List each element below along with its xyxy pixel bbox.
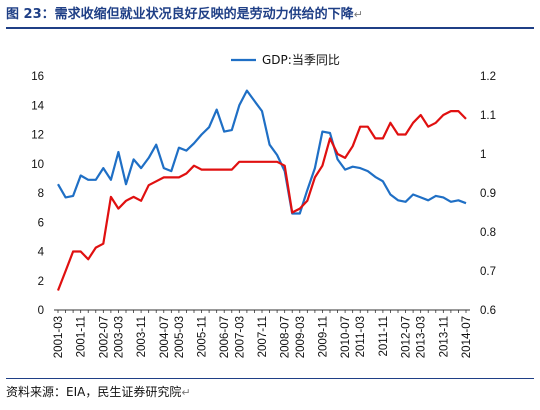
x-axis-tick-label: 2010-07 <box>340 316 352 358</box>
x-axis-tick-label: 2013-11 <box>438 316 450 357</box>
x-axis-tick-label: 2008-07 <box>280 316 292 358</box>
x-axis-tick-label: 2005-11 <box>197 316 209 357</box>
x-axis-tick-label: 2007-03 <box>234 316 246 358</box>
left-axis-tick-label: 6 <box>38 217 44 229</box>
right-axis-tick-label: 0.7 <box>480 266 496 278</box>
x-axis-tick-label: 2012-07 <box>401 316 413 358</box>
paragraph-mark-icon: ↵ <box>353 8 363 21</box>
title-underline <box>6 27 534 29</box>
right-axis-tick-label: 1 <box>480 149 486 161</box>
left-axis-tick-label: 10 <box>31 159 44 171</box>
source-note: 资料来源：EIA，民生证券研究院↵ <box>6 383 191 400</box>
x-axis-tick-label: 2003-03 <box>113 316 125 358</box>
right-axis: 0.6 0.7 0.8 0.9 1 1.1 1.2 <box>480 71 496 317</box>
x-axis-tick-label: 2003-11 <box>136 316 148 357</box>
x-axis-tick-label: 2001-11 <box>76 316 88 357</box>
left-axis-tick-label: 16 <box>31 71 44 83</box>
left-axis-tick-label: 2 <box>38 276 44 288</box>
series-lines <box>56 89 467 291</box>
left-axis-tick-label: 14 <box>31 100 44 112</box>
x-axis-tick-label: 2005-03 <box>174 316 186 358</box>
x-axis-tick-label: 2014-07 <box>461 316 473 358</box>
left-axis-tick-label: 12 <box>31 130 44 142</box>
gdp-series-line <box>57 89 467 215</box>
x-axis-tick-label: 2011-03 <box>355 316 367 357</box>
right-axis-tick-label: 1.1 <box>480 110 496 122</box>
left-axis-tick-label: 4 <box>38 247 45 259</box>
right-axis-tick-label: 0.9 <box>480 188 496 200</box>
x-axis-tick-label: 2013-03 <box>416 316 428 358</box>
left-axis-tick-label: 0 <box>38 305 44 317</box>
source-note-text: 资料来源：EIA，民生证券研究院 <box>6 385 182 399</box>
figure-title: 图 23：需求收缩但就业状况良好反映的是劳动力供给的下降↵ <box>6 4 534 28</box>
left-axis-tick-label: 8 <box>38 188 44 200</box>
left-axis: 0 2 4 6 8 10 12 14 16 <box>31 71 44 317</box>
x-axis-tick-label: 2002-07 <box>98 316 110 358</box>
x-axis-tick-label: 2009-03 <box>295 316 307 358</box>
source-divider <box>6 378 534 379</box>
x-axis-tick-label: 2004-07 <box>159 316 171 358</box>
right-axis-tick-label: 0.8 <box>480 227 496 239</box>
x-axis-tick-label: 2001-03 <box>53 316 65 358</box>
x-axis-tick-label: 2006-07 <box>219 316 231 358</box>
red-series-line <box>56 109 467 291</box>
x-axis-tick-label: 2011-11 <box>378 316 390 357</box>
legend: GDP:当季同比 <box>231 53 340 67</box>
x-axis-tick-label: 2007-11 <box>257 316 269 357</box>
x-axis-tick-label: 2009-11 <box>317 316 329 357</box>
x-axis: 2001-03 2001-11 2002-07 2003-03 2003-11 2004-… <box>53 309 473 358</box>
legend-label-gdp: GDP:当季同比 <box>262 53 340 67</box>
figure-title-text: 图 23：需求收缩但就业状况良好反映的是劳动力供给的下降 <box>6 7 354 22</box>
paragraph-mark-icon: ↵ <box>181 386 191 399</box>
right-axis-tick-label: 1.2 <box>480 71 496 83</box>
right-axis-tick-label: 0.6 <box>480 305 496 317</box>
